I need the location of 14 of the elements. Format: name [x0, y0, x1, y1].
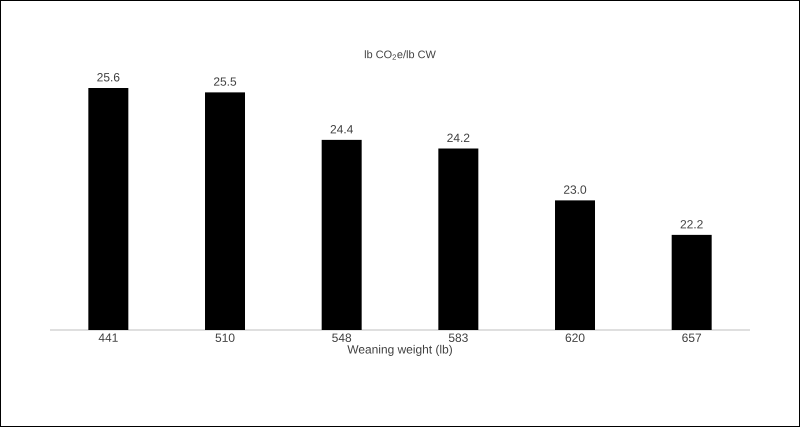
data-label: 23.0	[564, 185, 586, 194]
chart-title: lb CO$_{2}$e/lb CW	[364, 50, 436, 60]
x-tick-label: 583	[448, 334, 468, 342]
x-tick-label: 548	[332, 334, 352, 342]
x-tick-label: 620	[566, 334, 585, 342]
data-label: 24.2	[447, 134, 470, 142]
data-label: 25.6	[97, 73, 120, 82]
data-label: 24.4	[330, 124, 353, 134]
x-tick-label: 510	[216, 334, 235, 342]
x-axis-title: Weaning weight (lb)	[347, 344, 452, 356]
data-label: 25.5	[214, 77, 236, 86]
data-label: 22.2	[680, 220, 703, 228]
x-tick-label: 441	[98, 334, 118, 342]
x-tick-label: 657	[682, 334, 702, 342]
